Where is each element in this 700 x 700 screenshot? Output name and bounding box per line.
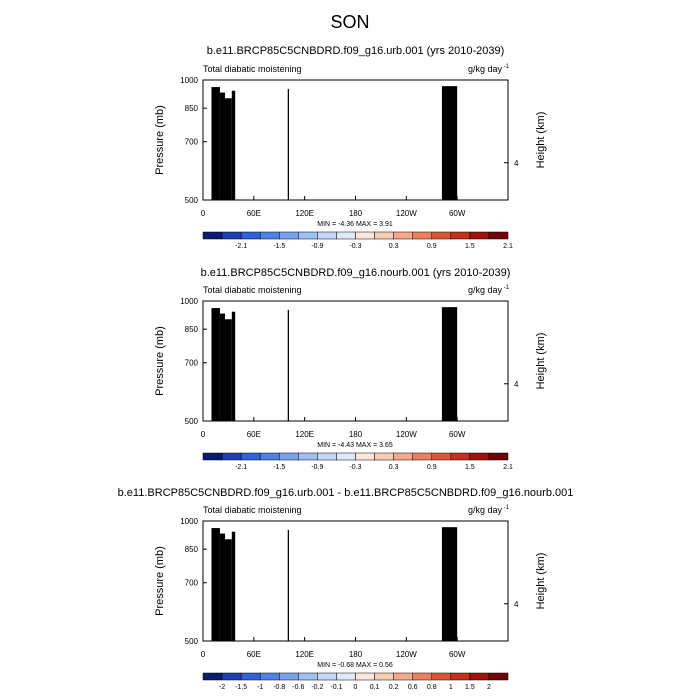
x-tick-label: 180 — [349, 209, 363, 218]
y-right-tick-label: 4 — [514, 159, 519, 168]
colorbar-swatch — [412, 231, 432, 240]
topography-block — [287, 88, 289, 200]
colorbar-label: -0.9 — [311, 243, 323, 250]
x-tick-label: 0 — [201, 209, 206, 218]
panel-units: g/kg day -1 — [468, 285, 510, 295]
colorbar-label: 1.5 — [465, 243, 475, 250]
colorbar-swatch — [336, 231, 356, 240]
colorbar-swatch — [450, 231, 471, 240]
y-axis-label: Pressure (mb) — [154, 105, 166, 175]
colorbar-swatch — [259, 231, 280, 240]
panel-2: b.e11.BRCP85C5CNBDRD.f09_g16.nourb.001 (… — [154, 267, 547, 471]
panels-group: b.e11.BRCP85C5CNBDRD.f09_g16.urb.001 (yr… — [118, 45, 574, 691]
y-tick-label: 700 — [185, 138, 199, 147]
x-tick-label: 60W — [449, 209, 466, 218]
colorbar: -2.1 -1.5 -0.9 -0.3 0.3 0.9 1.5 2.1 — [202, 231, 513, 250]
topography-block — [225, 98, 232, 200]
panel-title: b.e11.BRCP85C5CNBDRD.f09_g16.nourb.001 (… — [201, 267, 511, 279]
min-max-label: MIN = -4.36 MAX = 3.91 — [317, 221, 393, 228]
x-tick-label: 120E — [295, 209, 314, 218]
colorbar-swatch — [317, 231, 337, 240]
colorbar-label: -0.3 — [349, 243, 361, 250]
colorbar-swatch — [240, 231, 261, 240]
colorbar-swatch — [469, 231, 490, 240]
units-exponent: -1 — [502, 64, 510, 70]
panel-1: b.e11.BRCP85C5CNBDRD.f09_g16.urb.001 (yr… — [154, 45, 547, 250]
colorbar-swatch — [221, 231, 242, 240]
y-tick-label: 850 — [185, 104, 199, 113]
y-tick-label: 1000 — [180, 76, 198, 85]
colorbar-label: -1.5 — [273, 243, 285, 250]
figure-title: SON — [330, 12, 369, 32]
y-tick-label: 500 — [185, 196, 199, 205]
colorbar-swatch — [393, 231, 413, 240]
panel-left-label: Total diabatic moistening — [203, 285, 302, 295]
topography-block — [441, 86, 458, 200]
plot-frame — [202, 79, 509, 201]
colorbar-swatch — [279, 231, 299, 240]
topography-block — [219, 92, 226, 200]
units-exponent: -1 — [502, 285, 510, 291]
colorbar-label: 0.3 — [389, 243, 399, 250]
colorbar-swatch — [298, 231, 318, 240]
x-tick-label: 120W — [396, 209, 417, 218]
topography-block — [211, 87, 220, 200]
colorbar-swatch — [202, 231, 223, 240]
colorbar-swatch — [431, 231, 452, 240]
colorbar-label: 0.9 — [427, 243, 437, 250]
panel-left-label: Total diabatic moistening — [203, 64, 302, 74]
panel-units: g/kg day -1 — [468, 64, 510, 74]
colorbar-label: 2.1 — [503, 243, 513, 250]
colorbar-swatch — [488, 231, 509, 240]
colorbar-label: -2.1 — [235, 243, 247, 250]
panel-title: b.e11.BRCP85C5CNBDRD.f09_g16.urb.001 (yr… — [207, 45, 505, 57]
topography-block — [231, 90, 236, 200]
colorbar-swatch — [374, 231, 394, 240]
colorbar-swatch — [355, 231, 375, 240]
y-right-axis-label: Height (km) — [535, 112, 547, 169]
x-tick-label: 60E — [247, 209, 261, 218]
